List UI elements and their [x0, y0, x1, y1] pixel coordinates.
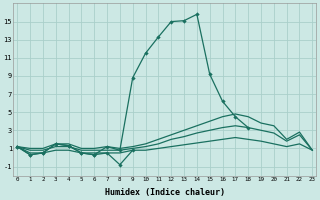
X-axis label: Humidex (Indice chaleur): Humidex (Indice chaleur)	[105, 188, 225, 197]
